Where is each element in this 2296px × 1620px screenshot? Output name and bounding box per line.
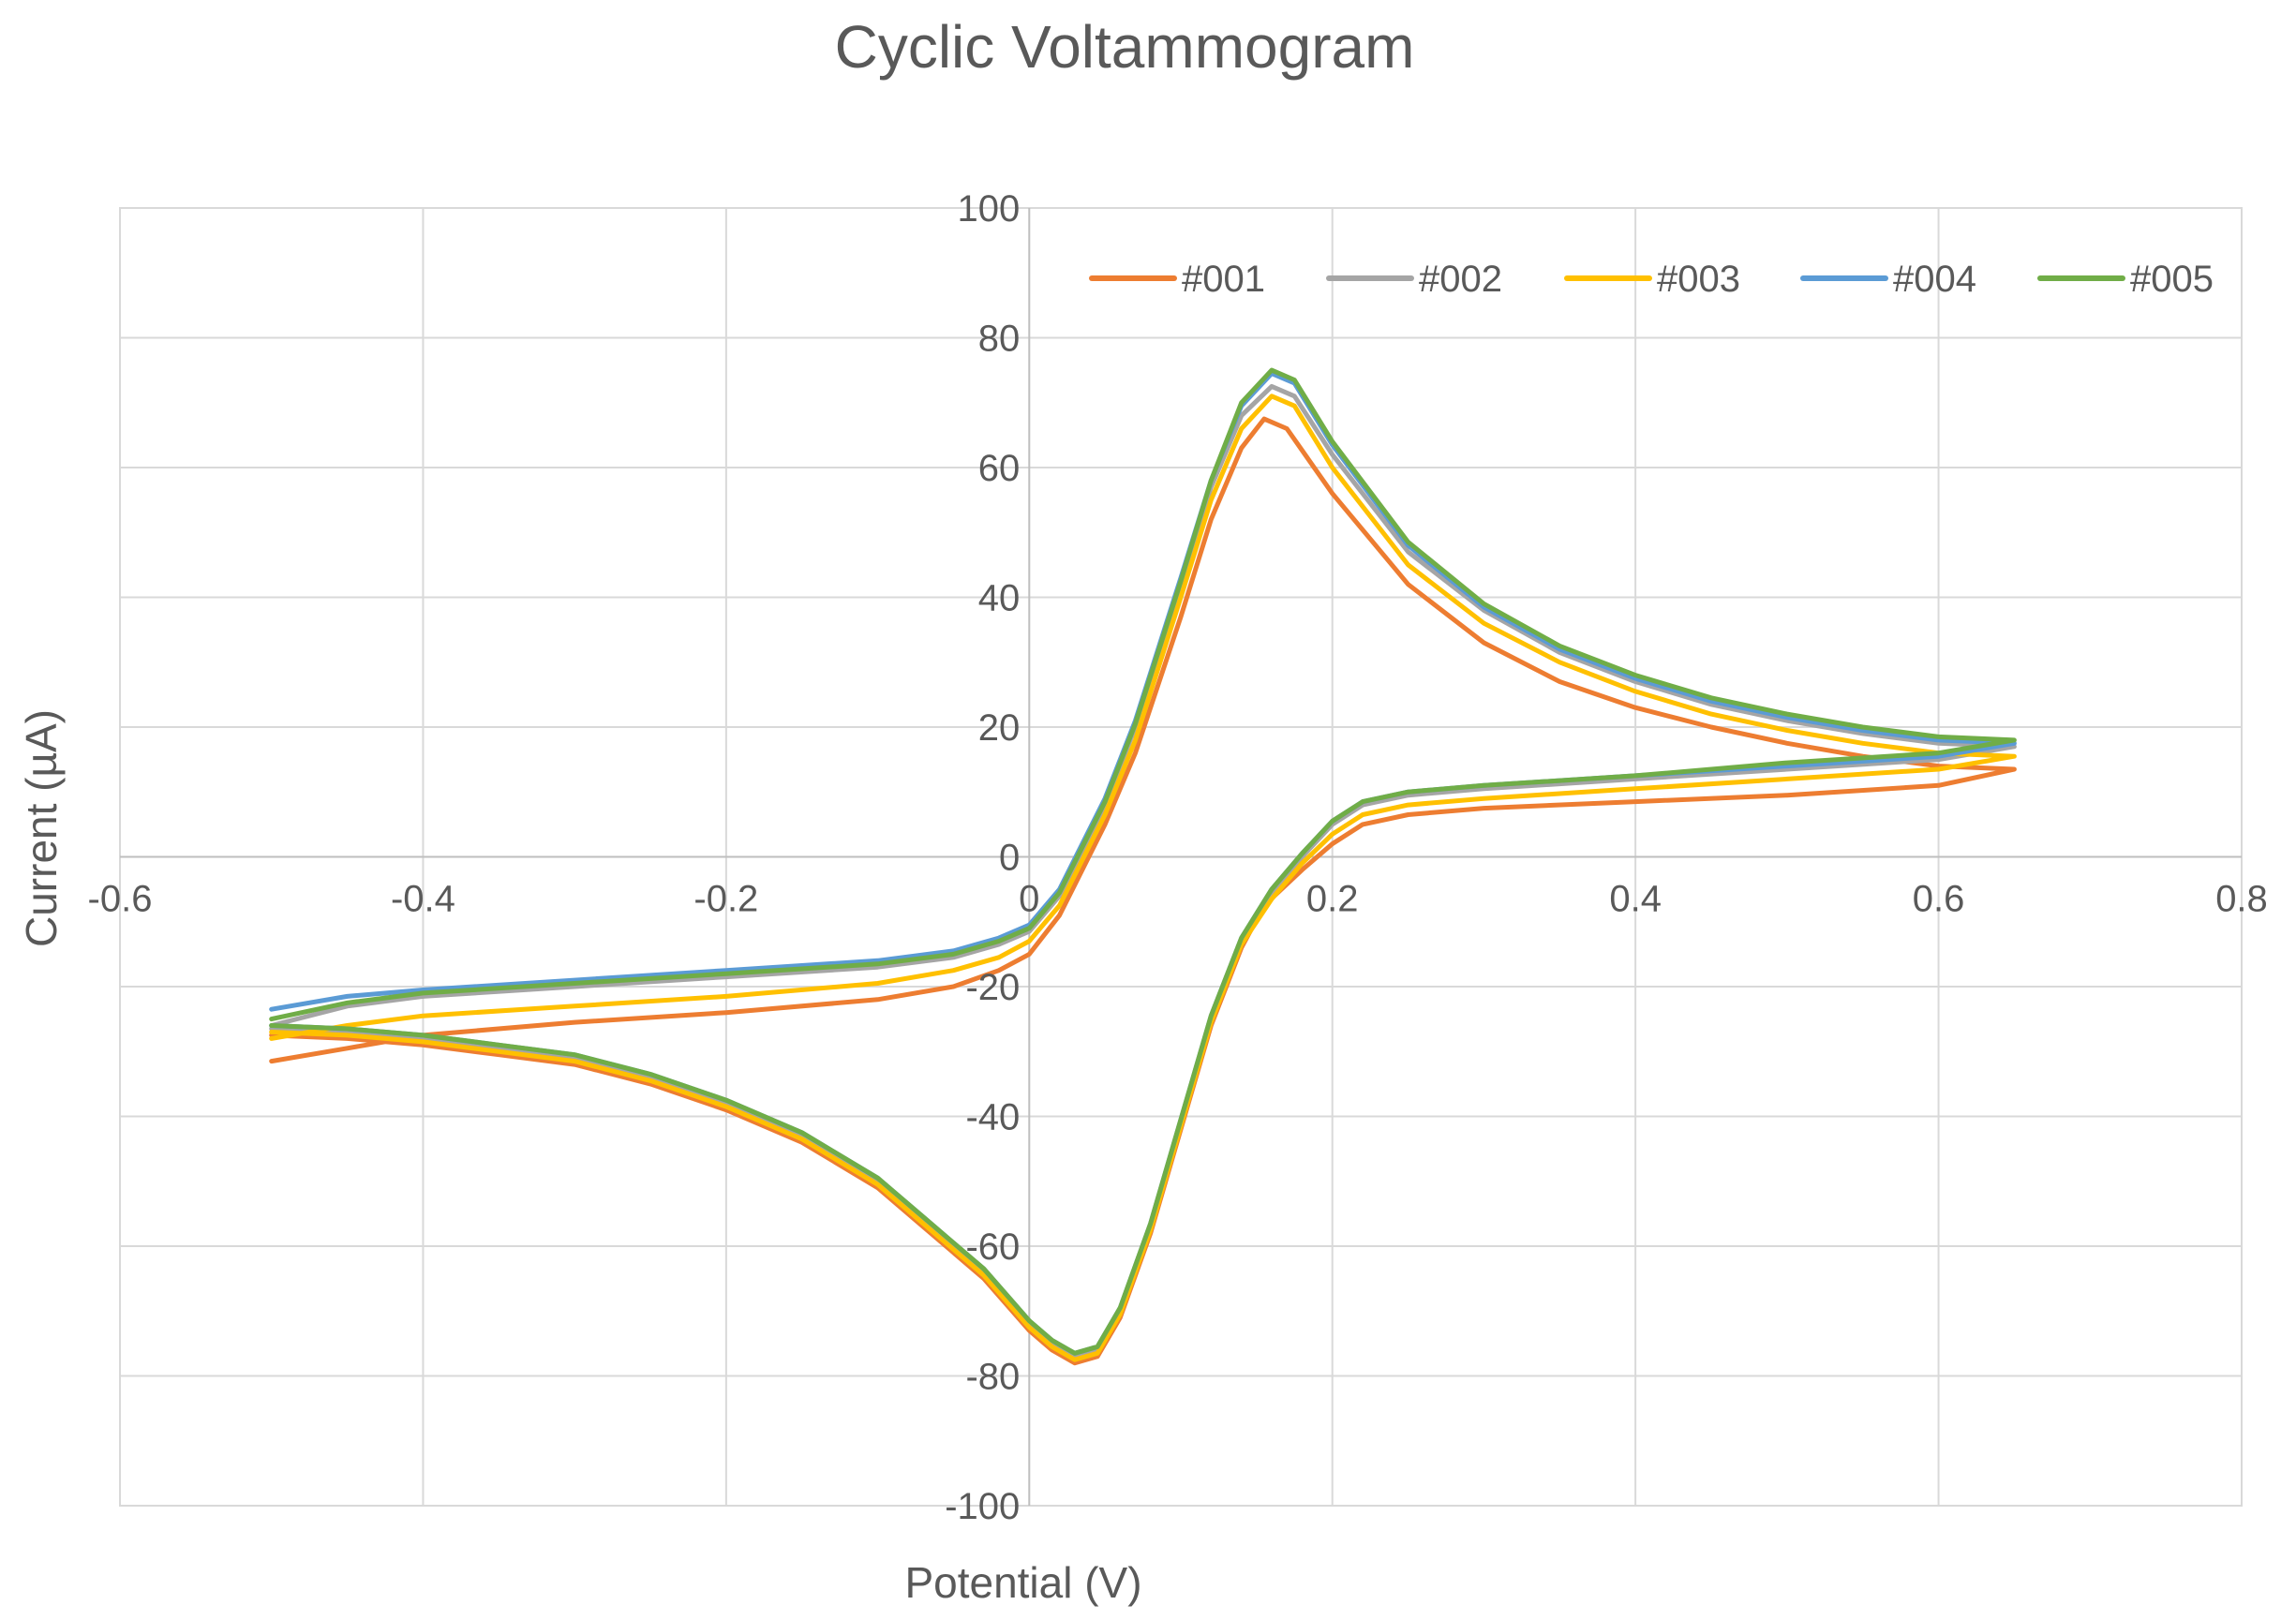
- x-tick-label: 0.8: [2215, 879, 2268, 920]
- legend-item-003: #003: [1564, 259, 1740, 300]
- series-group: [269, 367, 2017, 1366]
- y-tick-label: -100: [945, 1486, 1020, 1527]
- y-tick-label: -40: [965, 1097, 1020, 1138]
- legend-item-001: #001: [1089, 259, 1265, 300]
- y-tick-label: 40: [978, 578, 1021, 619]
- axes: [120, 208, 2242, 1506]
- legend-item-005: #005: [2037, 259, 2214, 300]
- x-axis-title: Potential (V): [904, 1558, 1141, 1607]
- y-axis-title: Current (µA): [17, 709, 66, 947]
- y-tick-label: -60: [965, 1226, 1020, 1268]
- x-tick-label: 0.2: [1306, 879, 1359, 920]
- x-tick-label: -0.6: [88, 879, 153, 920]
- legend-label: #005: [2130, 259, 2214, 300]
- legend-item-004: #004: [1800, 259, 1976, 300]
- series-line-005: [269, 367, 2017, 1356]
- legend-item-002: #002: [1326, 259, 1502, 300]
- x-tick-label: 0: [1019, 879, 1039, 920]
- series-line-001: [269, 416, 2017, 1366]
- series-line-004: [269, 371, 2017, 1356]
- legend-label: #002: [1419, 259, 1502, 300]
- y-tick-label: 60: [978, 448, 1021, 489]
- y-tick-label: -80: [965, 1357, 1020, 1398]
- legend-label: #003: [1657, 259, 1740, 300]
- y-tick-label: 80: [978, 319, 1021, 360]
- series-line-003: [269, 394, 2017, 1362]
- y-tick-label: 100: [958, 188, 1021, 230]
- y-tick-label: -20: [965, 967, 1020, 1008]
- legend-label: #001: [1182, 259, 1265, 300]
- x-tick-label: -0.2: [693, 879, 758, 920]
- tick-labels: -0.6 -0.4 -0.2 0 0.2 0.4 0.6 0.8 -100 -80 -60 -40 -2…: [88, 188, 2268, 1527]
- chart-title: Cyclic Voltammogram: [835, 13, 1415, 81]
- series-line-002: [269, 383, 2017, 1360]
- x-tick-label: 0.4: [1609, 879, 1662, 920]
- legend-label: #004: [1893, 259, 1976, 300]
- y-tick-label: 20: [978, 707, 1021, 749]
- y-tick-label: 0: [999, 838, 1020, 879]
- x-tick-label: -0.4: [391, 879, 455, 920]
- legend: #001 #002 #003 #004 #005: [1089, 259, 2214, 300]
- x-tick-label: 0.6: [1913, 879, 1965, 920]
